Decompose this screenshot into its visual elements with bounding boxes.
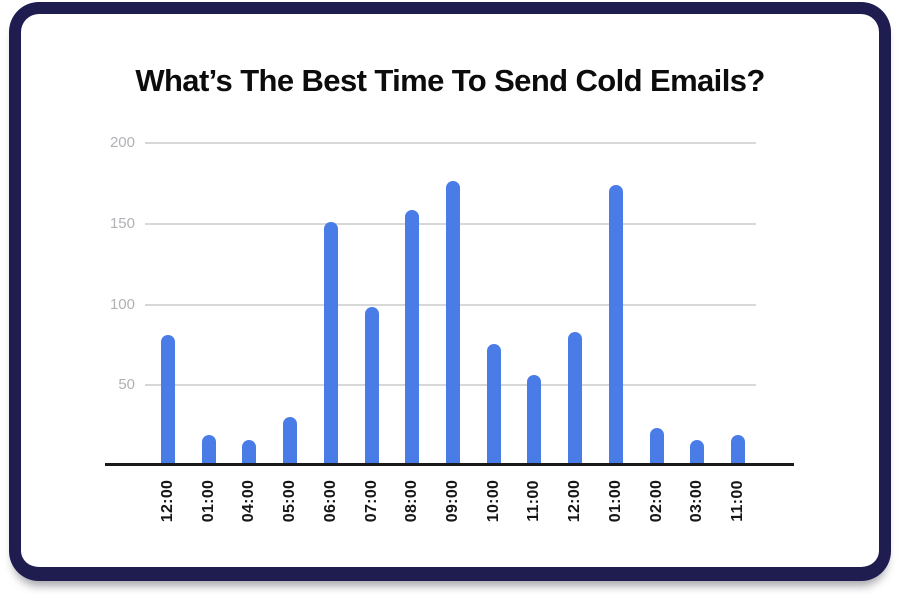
chart-title: What’s The Best Time To Send Cold Emails… [135,63,765,98]
bar [242,440,257,464]
bar [405,210,420,464]
bar [486,344,501,464]
y-axis-tick-label: 150 [109,214,135,232]
bar [201,435,216,464]
x-axis-tick-label: 06:00 [321,479,339,523]
bar [323,222,338,464]
x-axis-tick-label: 02:00 [647,479,665,523]
x-axis-tick-label: 09:00 [443,479,461,523]
bar [445,181,460,464]
x-axis-tick-label: 11:00 [728,480,746,522]
x-axis-tick-label: 12:00 [566,479,584,523]
bar [649,428,664,464]
x-axis-line [105,463,794,466]
y-axis-tick-label: 200 [109,134,135,151]
bar [568,332,583,464]
x-axis-tick-label: 01:00 [199,479,217,523]
y-axis-tick-label: 50 [118,376,135,394]
bar [283,417,298,464]
y-axis-tick-label: 100 [109,295,135,313]
bar [161,335,175,464]
x-axis-tick-label: 03:00 [688,479,706,523]
bar [527,375,542,464]
bar [690,440,705,464]
x-axis-tick-label: 11:00 [525,480,543,522]
gridline [145,142,756,144]
x-axis-tick-label: 07:00 [362,479,380,523]
x-axis-tick-label: 08:00 [403,479,421,523]
bar [730,435,745,464]
x-axis-tick-label: 04:00 [240,479,258,523]
x-axis-tick-label: 12:00 [159,479,176,523]
bar [608,185,623,464]
x-axis-tick-label: 10:00 [484,479,502,523]
bar [364,307,379,464]
x-axis-tick-label: 05:00 [281,479,299,523]
x-axis-tick-label: 01:00 [606,479,624,523]
